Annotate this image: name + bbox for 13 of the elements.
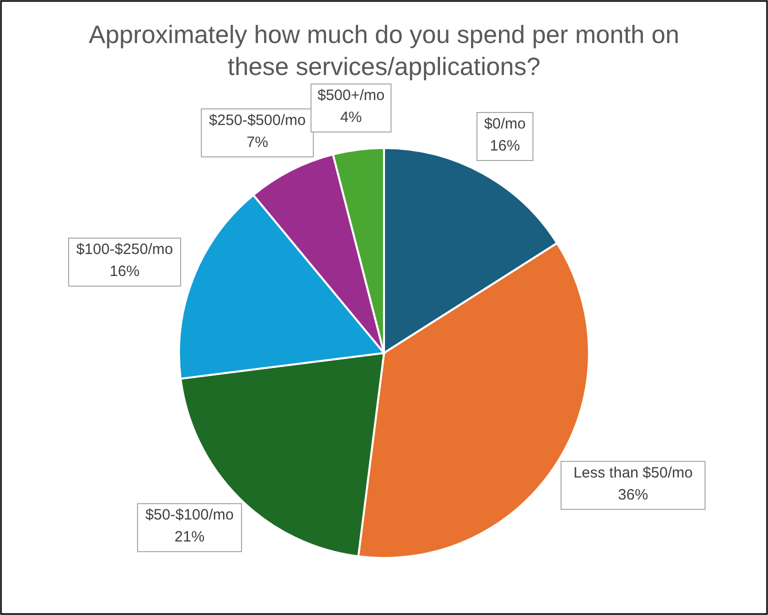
data-label: 21% bbox=[174, 528, 205, 546]
slice-label: Less than $50/mo bbox=[573, 464, 693, 482]
slice-label: $500+/mo bbox=[317, 86, 385, 104]
data-label: 16% bbox=[110, 263, 140, 280]
slice-label: $50-$100/mo bbox=[145, 506, 234, 524]
data-label: 7% bbox=[246, 134, 268, 151]
slice-label: $0/mo bbox=[484, 116, 526, 133]
data-label: 16% bbox=[490, 138, 520, 155]
data-label: 4% bbox=[340, 108, 362, 126]
slice-label: $250-$500/mo bbox=[208, 112, 306, 129]
slice-label: $100-$250/mo bbox=[76, 241, 173, 258]
chart-title: Approximately how much do you spend per month on these services/applications? bbox=[88, 21, 680, 81]
data-label: 36% bbox=[618, 486, 648, 504]
